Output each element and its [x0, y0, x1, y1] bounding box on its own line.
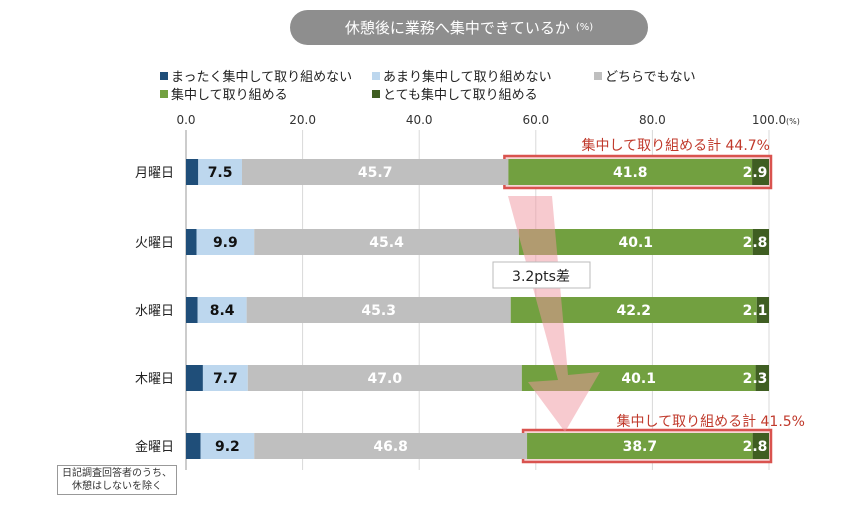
legend-swatch — [160, 89, 168, 98]
legend-item-2: どちらでもない — [594, 66, 696, 85]
x-tick-label: 40.0 — [406, 113, 433, 127]
bar-segment — [752, 433, 769, 459]
bar-segment — [186, 159, 199, 185]
data-label: 2.8 — [743, 439, 768, 455]
data-label: 38.7 — [623, 439, 658, 455]
legend-item-1: あまり集中して取り組めない — [372, 66, 552, 85]
bar-segment — [200, 433, 255, 459]
category-label: 金曜日 — [135, 439, 174, 455]
x-unit-label: (%) — [786, 117, 800, 126]
bar-segment — [756, 297, 769, 323]
legend-item-4: とても集中して取り組める — [372, 84, 538, 103]
friday-total-label: 集中して取り組める計 41.5% — [616, 413, 805, 430]
category-label: 火曜日 — [135, 236, 174, 251]
data-label: 2.9 — [743, 165, 768, 181]
bar-segment — [755, 365, 769, 391]
bar-segment — [198, 159, 242, 185]
bar-segment — [527, 433, 753, 459]
difference-label: 3.2pts差 — [512, 269, 570, 285]
difference-arrow — [508, 196, 600, 432]
bar-segment — [246, 297, 511, 323]
legend-label: 集中して取り組める — [171, 88, 288, 103]
data-label: 42.2 — [616, 303, 651, 319]
data-label: 40.1 — [621, 371, 656, 387]
bar-segment — [202, 365, 248, 391]
title-text: 休憩後に業務へ集中できているか — [344, 19, 570, 37]
chart-title: 休憩後に業務へ集中できているか (%) — [290, 10, 648, 45]
data-label: 41.8 — [613, 165, 648, 181]
legend-label: まったく集中して取り組めない — [171, 70, 353, 85]
data-label: 45.7 — [358, 165, 393, 181]
x-tick-label: 20.0 — [289, 113, 316, 127]
data-label: 40.1 — [619, 235, 654, 251]
data-label: 45.4 — [369, 235, 404, 251]
bar-segment — [752, 229, 769, 255]
legend-label: どちらでもない — [605, 70, 696, 85]
title-unit: (%) — [575, 22, 594, 33]
category-label: 水曜日 — [135, 304, 174, 319]
data-label: 2.8 — [743, 235, 768, 251]
bar-segment — [254, 433, 528, 459]
legend-swatch — [594, 71, 602, 80]
footnote: 日記調査回答者のうち、 休憩はしないを除く — [57, 465, 177, 495]
legend-label: あまり集中して取り組めない — [383, 70, 552, 85]
data-label: 7.5 — [208, 165, 233, 181]
legend-swatch — [372, 71, 380, 80]
bar-segment — [186, 433, 201, 459]
bar-segment — [752, 159, 769, 185]
legend-item-0: まったく集中して取り組めない — [160, 66, 352, 85]
legend-label: とても集中して取り組める — [383, 88, 538, 103]
bar-segment — [197, 297, 247, 323]
bar-segment — [241, 159, 509, 185]
legend-swatch — [160, 71, 168, 80]
bar-segment — [508, 159, 753, 185]
note-line: 休憩はしないを除く — [72, 481, 162, 492]
legend-item-3: 集中して取り組める — [160, 84, 288, 103]
category-label: 月曜日 — [135, 166, 174, 181]
data-label: 45.3 — [361, 303, 396, 319]
x-tick-label: 100.0 — [752, 113, 786, 127]
difference-label-box — [492, 261, 591, 289]
x-tick-label: 60.0 — [522, 113, 549, 127]
data-label: 9.2 — [215, 439, 240, 455]
note-line: 日記調査回答者のうち、 — [62, 468, 172, 479]
data-label: 2.1 — [743, 303, 768, 319]
x-tick-label: 80.0 — [639, 113, 666, 127]
category-label: 木曜日 — [135, 372, 174, 387]
bar-segment — [254, 229, 519, 255]
data-label: 2.3 — [743, 371, 768, 387]
data-label: 46.8 — [373, 439, 408, 455]
data-label: 8.4 — [210, 303, 235, 319]
data-label: 7.7 — [213, 371, 238, 387]
legend-swatch — [372, 89, 380, 98]
data-label: 47.0 — [368, 371, 403, 387]
data-label: 9.9 — [213, 235, 238, 251]
bar-segment — [247, 365, 522, 391]
bar-segment — [186, 297, 198, 323]
x-tick-label: 0.0 — [176, 113, 195, 127]
bar-segment — [196, 229, 255, 255]
bar-segment — [518, 229, 753, 255]
bar-segment — [186, 229, 197, 255]
monday-total-label: 集中して取り組める計 44.7% — [581, 137, 770, 154]
bar-segment — [186, 365, 203, 391]
